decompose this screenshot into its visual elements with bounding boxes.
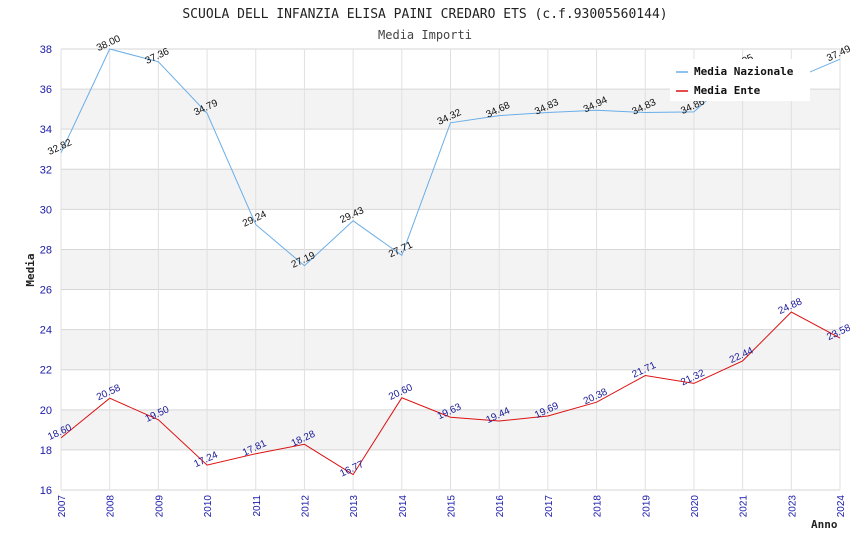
legend-box (670, 59, 810, 101)
x-tick-label: 2014 (398, 495, 409, 518)
data-label-nazionale: 29.24 (241, 209, 269, 230)
y-tick-label: 16 (40, 485, 52, 497)
x-tick-label: 2019 (641, 495, 652, 518)
x-tick-label: 2009 (154, 495, 165, 518)
y-tick-label: 24 (40, 325, 52, 337)
y-tick-labels: 16 18 20 22 24 26 28 30 32 34 36 38 (40, 44, 52, 497)
x-axis-label: Anno (811, 518, 838, 531)
y-tick-label: 22 (40, 365, 52, 377)
data-label-ente: 20.58 (95, 382, 123, 403)
x-tick-label: 2020 (690, 495, 701, 518)
y-tick-label: 32 (40, 164, 52, 176)
chart-title: SCUOLA DELL INFANZIA ELISA PAINI CREDARO… (182, 7, 667, 22)
y-tick-label: 18 (40, 445, 52, 457)
x-tick-label: 2016 (495, 495, 506, 518)
y-tick-label: 36 (40, 84, 52, 96)
y-tick-label: 34 (40, 124, 52, 136)
y-tick-label: 38 (40, 44, 52, 56)
data-label-ente: 21.32 (679, 368, 707, 389)
x-tick-label: 2023 (787, 495, 798, 518)
data-label-nazionale: 37.49 (825, 44, 850, 65)
x-tick-label: 2011 (252, 495, 263, 517)
data-label-nazionale: 32.82 (46, 137, 74, 158)
x-tick-label: 2010 (203, 495, 214, 518)
x-tick-labels: 2007 2008 2009 2010 2011 2012 2013 2014 2015 2016… (57, 495, 847, 518)
x-tick-label: 2021 (739, 495, 750, 518)
legend-label-ente: Media Ente (694, 84, 761, 97)
series-line-ente (60, 311, 841, 476)
x-tick-label: 2007 (57, 495, 68, 518)
x-tick-label: 2012 (300, 495, 311, 518)
y-tick-label: 28 (40, 244, 52, 256)
data-label-ente: 17.24 (192, 449, 220, 470)
data-label-ente: 24.88 (777, 296, 805, 317)
y-axis-label: Media (24, 253, 37, 286)
x-tick-label: 2013 (349, 495, 360, 518)
y-tick-label: 26 (40, 285, 52, 297)
data-label-ente: 20.38 (582, 386, 610, 407)
x-tick-label: 2017 (544, 495, 555, 518)
y-tick-label: 30 (40, 204, 52, 216)
data-label-ente: 16.77 (338, 459, 366, 480)
x-tick-label: 2015 (447, 495, 458, 518)
chart-subtitle: Media Importi (378, 28, 472, 42)
y-tick-label: 20 (40, 405, 52, 417)
x-tick-label: 2024 (836, 495, 847, 518)
legend-label-nazionale: Media Nazionale (694, 65, 794, 78)
x-tick-label: 2008 (106, 495, 117, 518)
x-tick-label: 2018 (593, 495, 604, 518)
legend: Media Nazionale Media Ente (670, 59, 810, 101)
